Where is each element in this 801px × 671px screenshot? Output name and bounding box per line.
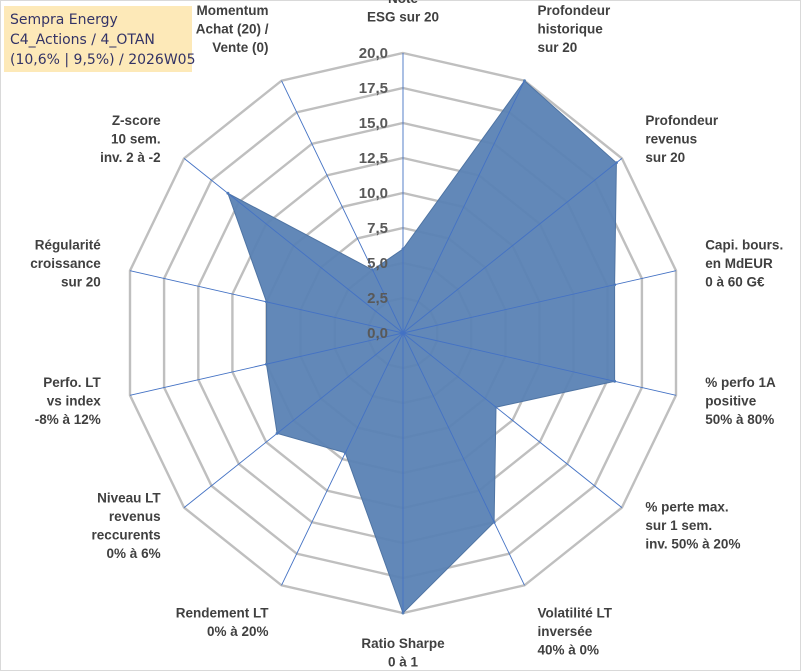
category-label: Z-score 10 sem. inv. 2 à -2: [100, 113, 161, 165]
radar-series: [129, 53, 677, 615]
axis-spoke: [402, 270, 677, 334]
axis-spoke: [402, 158, 623, 334]
category-label: Volatilité LT inversée 40% à 0%: [538, 605, 613, 657]
tick-label: 17,5: [359, 80, 388, 97]
title-line-2: C4_Actions / 4_OTAN: [10, 32, 155, 48]
radial-axis-ticks: 0,0 2,5 5,0 7,5 10,0 12,5 15,0 17,5 20,0: [359, 45, 388, 342]
axis-spoke: [183, 332, 404, 508]
axis-spoke: [129, 270, 404, 334]
tick-label: 10,0: [359, 185, 388, 202]
title-line-1: Sempra Energy: [10, 12, 118, 28]
tick-label: 20,0: [359, 45, 388, 62]
category-label: % perfo 1A positive 50% à 80%: [705, 375, 776, 427]
category-label: Rendement LT 0% à 20%: [176, 605, 270, 639]
axis-spoke: [129, 332, 404, 396]
category-label: Ratio Sharpe 0 à 1: [361, 636, 445, 670]
axis-spoke: [281, 332, 404, 586]
axis-spoke: [402, 332, 623, 508]
series-area: [226, 79, 617, 614]
category-label: Profondeur historique sur 20: [538, 3, 611, 55]
category-label: Niveau LT revenus reccurents 0% à 6%: [92, 490, 162, 561]
category-label: NoteESG sur 20: [367, 0, 439, 25]
category-label: Capi. bours. en MdEUR 0 à 60 G€: [705, 237, 783, 289]
tick-label: 12,5: [359, 150, 388, 167]
chart-title: Sempra Energy C4_Actions / 4_OTAN (10,6%…: [4, 6, 196, 72]
axis-spoke: [402, 332, 677, 396]
tick-label: 15,0: [359, 115, 388, 132]
category-label: Momentum Achat (20) / Vente (0): [196, 3, 269, 55]
tick-label: 5,0: [367, 255, 388, 272]
category-label: Régularité croissance sur 20: [30, 237, 101, 289]
tick-label: 2,5: [367, 290, 388, 307]
title-line-3: (10,6% | 9,5%) / 2026W05: [10, 52, 196, 68]
axis-spoke: [402, 332, 525, 586]
tick-label: 7,5: [367, 220, 388, 237]
tick-label: 0,0: [367, 325, 388, 342]
category-label: Perfo. LT vs index -8% à 12%: [35, 375, 102, 427]
category-label: % perte max. sur 1 sem. inv. 50% à 20%: [645, 500, 740, 552]
axis-spoke: [402, 80, 525, 334]
axis-spoke: [281, 80, 404, 334]
category-label: Profondeur revenus sur 20: [645, 113, 718, 165]
axis-spoke: [183, 158, 404, 334]
